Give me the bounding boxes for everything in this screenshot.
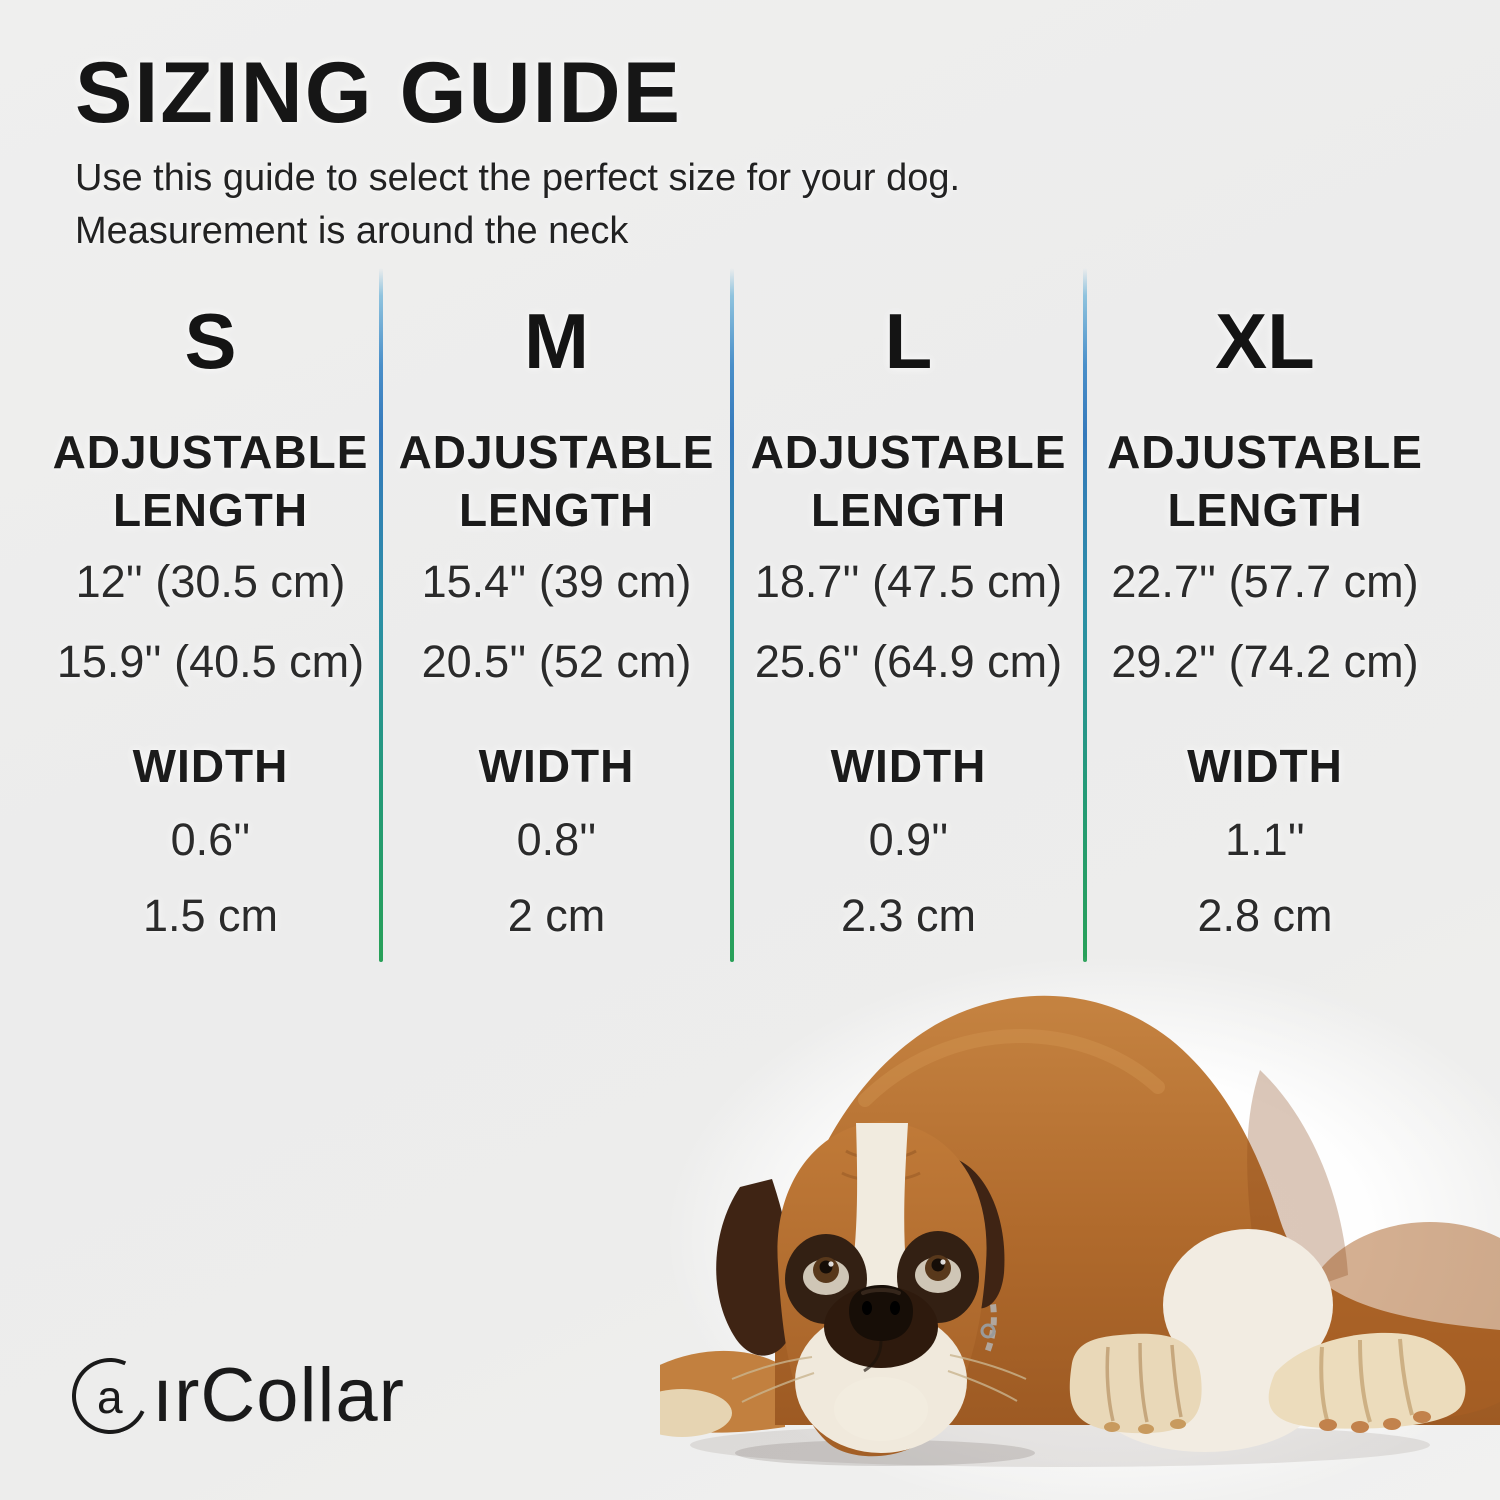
page-title: SIZING GUIDE <box>75 45 682 141</box>
width-label: WIDTH <box>1187 740 1343 792</box>
length-max-value: 25.6'' (64.9 cm) <box>754 636 1063 687</box>
width-inches-value: 0.6'' <box>170 814 251 865</box>
page-subtitle: Use this guide to select the perfect siz… <box>75 152 960 257</box>
length-min-value: 22.7'' (57.7 cm) <box>1111 556 1419 607</box>
length-max-value: 20.5'' (52 cm) <box>421 636 692 687</box>
length-min-value: 12'' (30.5 cm) <box>75 556 346 607</box>
size-name: L <box>884 297 933 385</box>
length-min-value: 18.7'' (47.5 cm) <box>754 556 1063 607</box>
adjustable-length-label: ADJUSTABLE LENGTH <box>1107 426 1423 536</box>
size-name: XL <box>1215 297 1315 385</box>
length-max-value: 15.9'' (40.5 cm) <box>56 636 365 687</box>
size-column-s: S ADJUSTABLE LENGTH 12'' (30.5 cm) 15.9'… <box>0 0 381 1000</box>
brand-logo: a ırCollar <box>61 1346 405 1445</box>
adjustable-length-label: ADJUSTABLE LENGTH <box>52 426 369 536</box>
logo-a-mark: a <box>61 1346 159 1445</box>
size-name: M <box>524 297 589 385</box>
column-divider-2 <box>730 268 734 962</box>
subtitle-line-1: Use this guide to select the perfect siz… <box>75 157 961 200</box>
column-divider-1 <box>379 268 383 962</box>
width-cm-value: 1.5 cm <box>142 890 279 941</box>
width-label: WIDTH <box>478 740 635 792</box>
size-column-l: L ADJUSTABLE LENGTH 18.7'' (47.5 cm) 25.… <box>732 0 1085 1000</box>
length-min-value: 15.4'' (39 cm) <box>421 556 692 607</box>
size-column-m: M ADJUSTABLE LENGTH 15.4'' (39 cm) 20.5'… <box>381 0 732 1000</box>
logo-text: ırCollar <box>152 1353 405 1438</box>
logo-a-letter: a <box>97 1370 123 1423</box>
size-name: S <box>184 297 237 385</box>
header: SIZING GUIDE Use this guide to select th… <box>75 48 960 257</box>
subtitle-line-2: Measurement is around the neck <box>75 209 629 252</box>
length-max-value: 29.2'' (74.2 cm) <box>1111 636 1419 687</box>
dog-photo <box>660 995 1500 1467</box>
adjustable-length-label: ADJUSTABLE LENGTH <box>750 426 1067 536</box>
width-label: WIDTH <box>132 740 289 792</box>
width-label: WIDTH <box>830 740 987 792</box>
column-divider-3 <box>1083 268 1087 962</box>
adjustable-length-label: ADJUSTABLE LENGTH <box>398 426 715 536</box>
